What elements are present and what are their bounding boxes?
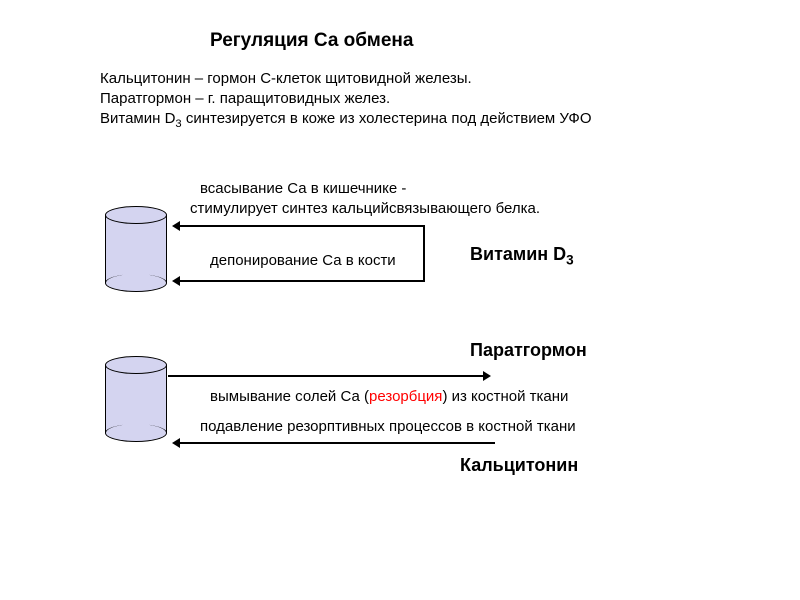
label-parathormone: Паратгормон bbox=[470, 340, 587, 361]
arrow-calcitonin bbox=[175, 442, 495, 444]
intro-line-3: Витамин D3 синтезируется в коже из холес… bbox=[100, 110, 592, 130]
label-vitamin-d3: Витамин D3 bbox=[470, 244, 574, 268]
pth-text-1: вымывание солей Са (резорбция) из костно… bbox=[210, 388, 568, 405]
intro-line-1: Кальцитонин – гормон С-клеток щитовидной… bbox=[100, 70, 472, 87]
vitd-text-2: стимулирует синтез кальцийсвязывающего б… bbox=[190, 200, 540, 217]
cylinder-2 bbox=[105, 365, 167, 433]
arrow-vitd-2 bbox=[175, 280, 415, 282]
bracket-vitd bbox=[415, 225, 425, 282]
label-vitd-sub: 3 bbox=[566, 253, 574, 268]
label-calcitonin: Кальцитонин bbox=[460, 455, 578, 476]
intro-line-2: Паратгормон – г. паращитовидных желез. bbox=[100, 90, 390, 107]
page-title: Регуляция Са обмена bbox=[210, 30, 413, 52]
pth-text-rezorbcia: резорбция bbox=[369, 388, 442, 405]
calcitonin-text-1: подавление резорптивных процессов в кост… bbox=[200, 418, 576, 435]
label-vitd-text: Витамин D bbox=[470, 244, 566, 264]
vitd-text-3: депонирование Са в кости bbox=[210, 252, 396, 269]
cylinder-1 bbox=[105, 215, 167, 283]
vitd-text-1: всасывание Са в кишечнике - bbox=[200, 180, 406, 197]
intro-line-3b: синтезируется в коже из холестерина под … bbox=[182, 110, 592, 127]
pth-text-1c: ) из костной ткани bbox=[442, 388, 568, 405]
pth-text-1a: вымывание солей Са ( bbox=[210, 388, 369, 405]
intro-line-3a: Витамин D bbox=[100, 110, 175, 127]
arrow-vitd-1 bbox=[175, 225, 415, 227]
arrow-pth bbox=[168, 375, 488, 377]
